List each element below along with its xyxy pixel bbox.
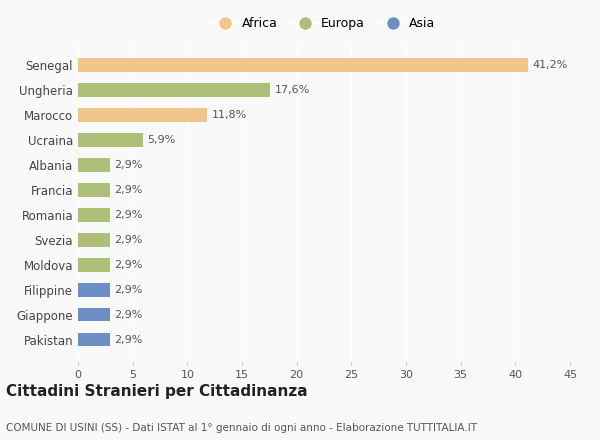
- Bar: [78, 108, 207, 122]
- Bar: [78, 208, 110, 222]
- Text: 2,9%: 2,9%: [114, 285, 142, 295]
- Bar: [78, 59, 529, 72]
- Text: 17,6%: 17,6%: [275, 85, 310, 95]
- Legend: Africa, Europa, Asia: Africa, Europa, Asia: [208, 12, 440, 35]
- Text: 2,9%: 2,9%: [114, 210, 142, 220]
- Text: 2,9%: 2,9%: [114, 260, 142, 270]
- Text: 2,9%: 2,9%: [114, 160, 142, 170]
- Bar: [78, 233, 110, 247]
- Text: 5,9%: 5,9%: [147, 135, 175, 145]
- Text: 11,8%: 11,8%: [211, 110, 247, 120]
- Bar: [78, 308, 110, 322]
- Text: 2,9%: 2,9%: [114, 235, 142, 245]
- Text: COMUNE DI USINI (SS) - Dati ISTAT al 1° gennaio di ogni anno - Elaborazione TUTT: COMUNE DI USINI (SS) - Dati ISTAT al 1° …: [6, 423, 477, 433]
- Bar: [78, 158, 110, 172]
- Bar: [78, 258, 110, 271]
- Bar: [78, 333, 110, 346]
- Bar: [78, 83, 271, 97]
- Text: 2,9%: 2,9%: [114, 334, 142, 345]
- Text: 2,9%: 2,9%: [114, 310, 142, 319]
- Bar: [78, 283, 110, 297]
- Text: 2,9%: 2,9%: [114, 185, 142, 195]
- Text: Cittadini Stranieri per Cittadinanza: Cittadini Stranieri per Cittadinanza: [6, 384, 308, 399]
- Bar: [78, 133, 143, 147]
- Text: 41,2%: 41,2%: [533, 60, 568, 70]
- Bar: [78, 183, 110, 197]
